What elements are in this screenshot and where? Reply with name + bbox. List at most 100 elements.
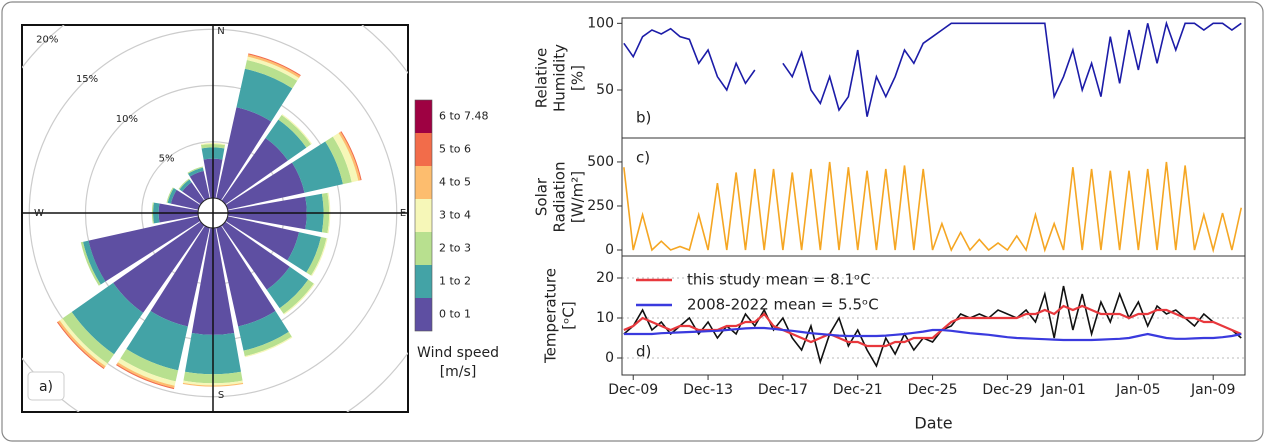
plot-area (623, 20, 1242, 117)
wind-sector (266, 266, 309, 309)
wind-sector (247, 54, 301, 78)
wind-sector (62, 311, 115, 364)
legend-swatch (415, 133, 432, 166)
wind-sector (116, 362, 175, 389)
wind-sector (221, 138, 288, 205)
wind-sector (88, 216, 201, 282)
wind-sector (150, 225, 210, 327)
panel-label: c) (636, 149, 650, 167)
legend-label: 1 to 2 (439, 275, 471, 288)
wind-sector (187, 166, 203, 174)
legend-swatch (415, 232, 432, 265)
wind-sector (221, 221, 290, 290)
y-axis-label: [%] (569, 65, 587, 91)
wind-sector (246, 56, 300, 81)
wind-sector (248, 53, 301, 77)
wind-sector (281, 114, 312, 145)
wind-sector (327, 192, 331, 234)
wind-sector (120, 348, 179, 382)
legend-label: 3 to 4 (439, 209, 471, 222)
y-tick-label: 0 (605, 242, 614, 258)
legend-swatch (415, 298, 432, 331)
wind-sector (306, 236, 327, 276)
wind-sector (182, 382, 244, 387)
legend-label: 0 to 1 (439, 308, 471, 321)
wind-sector (71, 282, 144, 355)
x-tick-label: Dec-29 (982, 382, 1032, 398)
plot-frame (621, 255, 1246, 376)
x-tick-label: Dec-21 (833, 382, 883, 398)
wind-sector (287, 232, 322, 273)
plot-area (622, 277, 1245, 368)
legend-swatch (415, 100, 432, 133)
wind-sector (179, 179, 192, 192)
legend-label: 6 to 7.48 (439, 110, 489, 123)
wind-sector (216, 107, 272, 201)
colorbar-frame (414, 99, 433, 332)
radial-tick-label: 15% (76, 74, 98, 85)
wind-sector (225, 216, 300, 261)
y-tick-label: 250 (587, 198, 614, 214)
legend-title: Wind speed (417, 345, 499, 361)
wind-sector (244, 59, 298, 89)
wind-sector (83, 240, 106, 285)
wind-sector (265, 119, 307, 161)
wind-sector (225, 162, 305, 210)
direction-label: E (400, 208, 406, 219)
wind-sector (188, 167, 204, 177)
wind-sector (59, 318, 108, 367)
series-line (623, 304, 1242, 348)
overlays: 5% 10% 15% 20% N E S Wa) 0 to 1 1 to 2 2 to 3 3 to … (27, 26, 499, 401)
y-tick-label: 50 (596, 82, 614, 98)
legend-label: 5 to 6 (439, 143, 471, 156)
legend-swatch (415, 265, 432, 298)
legend-label: this study mean = 8.1ᵒC (687, 271, 871, 289)
series-line (623, 161, 1243, 254)
wind-sector (292, 141, 343, 193)
radial-tick-label: 5% (159, 154, 175, 165)
wind-sector (243, 331, 292, 357)
panel-label: d) (636, 343, 651, 361)
y-tick-label: 0 (605, 350, 614, 366)
radial-tick-label: 20% (36, 34, 58, 45)
series-line (623, 326, 1242, 342)
wind-sector (283, 283, 315, 315)
wind-sector (170, 189, 201, 210)
wind-sector (216, 225, 276, 327)
wind-sector (117, 358, 176, 386)
wind-sector (279, 279, 314, 314)
wind-sector (311, 238, 328, 277)
y-axis-label: Solar (533, 177, 551, 216)
y-axis-label: [W/m²] (569, 171, 587, 223)
y-axis-label: Humidity (551, 44, 569, 112)
wind-sector (126, 311, 188, 371)
wind-sector (325, 136, 352, 185)
panel-label: b) (636, 109, 651, 127)
wind-sector (57, 320, 106, 369)
wind-sector (338, 131, 361, 181)
wind-sector (189, 170, 210, 201)
windrose (22, 25, 408, 412)
wind-sector (182, 182, 205, 205)
wind-sector (244, 336, 293, 358)
y-tick-label: 500 (587, 154, 614, 170)
wind-sector (167, 188, 177, 204)
panel-label: a) (39, 379, 53, 395)
x-tick-label: Dec-09 (608, 382, 658, 398)
direction-label: S (218, 390, 224, 401)
wind-sector (178, 178, 190, 190)
x-tick-label: Jan-09 (1190, 382, 1235, 398)
panel-label-box (27, 371, 65, 401)
y-axis-label: Relative (533, 48, 551, 109)
plot-area (623, 161, 1243, 254)
radial-tick-label: 10% (116, 114, 138, 125)
x-axis-label: Date (914, 414, 952, 433)
wind-sector (183, 380, 243, 386)
y-tick-label: 20 (596, 270, 614, 286)
x-tick-label: Dec-13 (683, 382, 733, 398)
y-axis-label: [ᵒC] (560, 301, 578, 329)
legend-label: 4 to 5 (439, 176, 471, 189)
direction-label: N (217, 26, 224, 37)
wind-sector (80, 241, 101, 286)
